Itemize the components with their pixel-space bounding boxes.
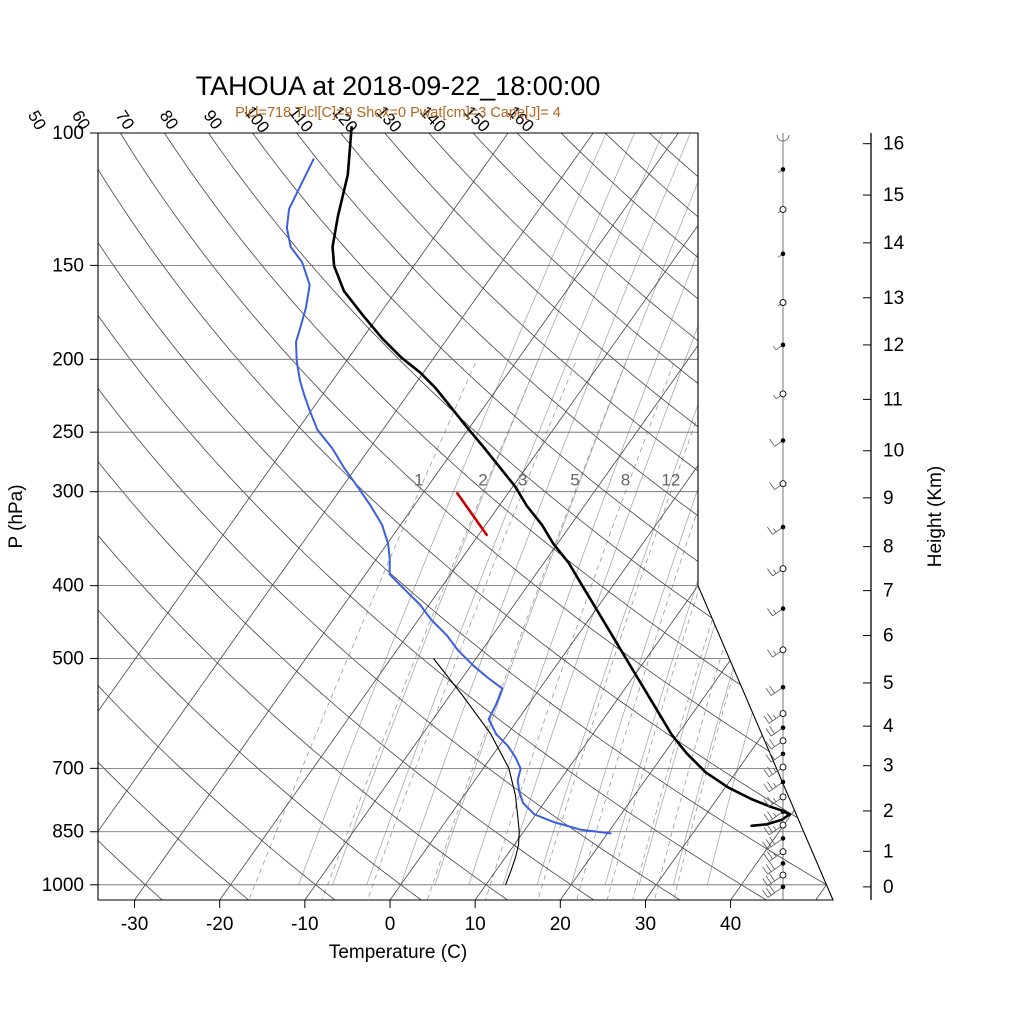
svg-text:11: 11 [883, 389, 903, 410]
svg-text:150: 150 [52, 255, 84, 276]
svg-text:-20: -20 [206, 914, 233, 935]
svg-text:500: 500 [52, 648, 84, 669]
svg-text:40: 40 [720, 914, 741, 935]
svg-text:1000: 1000 [42, 875, 84, 896]
svg-text:0: 0 [883, 877, 894, 898]
svg-text:8: 8 [883, 537, 894, 558]
svg-text:7: 7 [883, 581, 894, 602]
svg-text:15: 15 [883, 185, 904, 206]
svg-text:8: 8 [621, 471, 630, 490]
svg-text:12: 12 [883, 335, 904, 356]
svg-text:3: 3 [883, 756, 894, 777]
svg-text:700: 700 [52, 758, 84, 779]
svg-text:4: 4 [883, 716, 894, 737]
svg-text:Height (Km): Height (Km) [925, 466, 946, 567]
svg-text:850: 850 [52, 822, 84, 843]
svg-text:20: 20 [550, 914, 571, 935]
svg-text:1: 1 [883, 841, 894, 862]
svg-text:-10: -10 [291, 914, 318, 935]
svg-text:16: 16 [883, 134, 904, 155]
svg-text:200: 200 [52, 349, 84, 370]
svg-text:1: 1 [414, 471, 423, 490]
svg-text:300: 300 [52, 482, 84, 503]
svg-text:2: 2 [883, 801, 894, 822]
svg-text:Plcl=718 Tlcl[C]=9 Shox=0 Pwat: Plcl=718 Tlcl[C]=9 Shox=0 Pwat[cm]=3 Cap… [235, 105, 561, 121]
svg-text:Temperature (C): Temperature (C) [329, 942, 467, 963]
svg-text:30: 30 [635, 914, 656, 935]
svg-text:400: 400 [52, 576, 84, 597]
svg-text:10: 10 [883, 441, 904, 462]
svg-text:0: 0 [385, 914, 396, 935]
svg-text:9: 9 [883, 488, 894, 509]
svg-text:12: 12 [661, 471, 680, 490]
svg-text:6: 6 [883, 626, 894, 647]
svg-text:100: 100 [52, 123, 84, 144]
svg-text:-30: -30 [121, 914, 148, 935]
svg-text:2: 2 [478, 471, 487, 490]
svg-text:P (hPa): P (hPa) [6, 484, 27, 548]
svg-text:10: 10 [465, 914, 486, 935]
svg-text:3: 3 [518, 471, 527, 490]
svg-text:5: 5 [570, 471, 579, 490]
svg-text:5: 5 [883, 673, 894, 694]
svg-text:13: 13 [883, 288, 904, 309]
svg-text:250: 250 [52, 422, 84, 443]
svg-text:TAHOUA at 2018-09-22_18:00:00: TAHOUA at 2018-09-22_18:00:00 [196, 71, 601, 101]
svg-text:14: 14 [883, 233, 905, 254]
